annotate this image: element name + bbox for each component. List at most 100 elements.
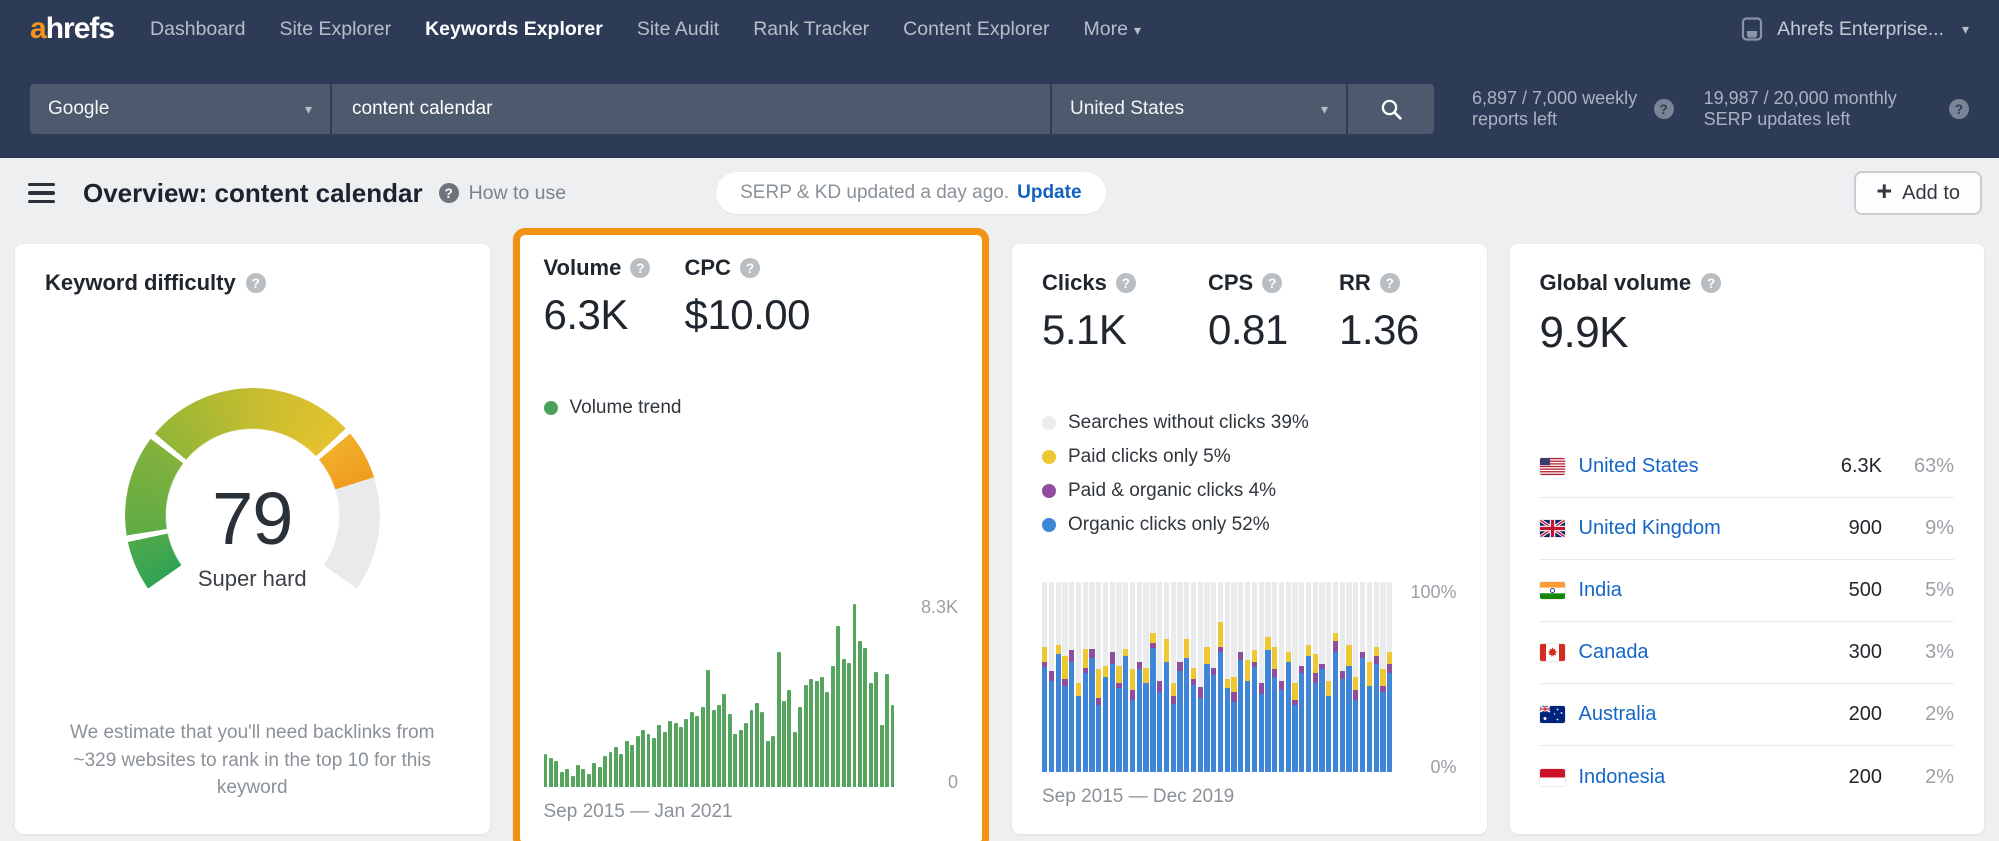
- country-share: 2%: [1925, 703, 1954, 725]
- volume-bar: [760, 711, 765, 787]
- ca-flag-icon: [1538, 643, 1566, 662]
- clicks-bar: [1129, 582, 1136, 772]
- country-link[interactable]: Canada: [1578, 641, 1649, 663]
- clicks-bar: [1353, 582, 1359, 772]
- help-icon[interactable]: ?: [1701, 273, 1722, 293]
- volume-bar: [679, 727, 683, 787]
- volume-bar: [570, 775, 575, 787]
- country-volume: 300: [1848, 641, 1882, 663]
- gb-flag-icon: [1538, 519, 1566, 538]
- country-share: 3%: [1925, 641, 1954, 663]
- clicks-bar: [1197, 582, 1203, 772]
- help-icon[interactable]: ?: [630, 258, 651, 278]
- help-icon[interactable]: ?: [739, 258, 760, 278]
- volume-bar: [554, 760, 559, 787]
- volume-bar: [874, 672, 879, 787]
- clicks-bar: [1211, 582, 1217, 772]
- account-menu[interactable]: Ahrefs Enterprise... ▾: [1739, 16, 1969, 42]
- nav-keywords-explorer[interactable]: Keywords Explorer: [425, 17, 603, 40]
- chevron-down-icon: ▾: [1961, 20, 1969, 37]
- help-icon[interactable]: ?: [1262, 273, 1283, 293]
- table-row: United States 6.3K 63%: [1538, 436, 1954, 498]
- clicks-bar: [1096, 582, 1102, 772]
- help-icon[interactable]: ?: [245, 273, 266, 293]
- volume-bar: [548, 758, 553, 787]
- help-icon[interactable]: ?: [1115, 273, 1136, 293]
- volume-bar: [744, 722, 749, 787]
- nav-dashboard[interactable]: Dashboard: [150, 17, 246, 40]
- nav-more[interactable]: More ▾: [1083, 17, 1141, 40]
- clicks-bar: [1048, 582, 1055, 772]
- volume-bar: [733, 733, 738, 787]
- country-share: 2%: [1925, 765, 1954, 788]
- nav-rank-tracker[interactable]: Rank Tracker: [753, 17, 870, 40]
- clicks-bar: [1292, 582, 1298, 772]
- nav-content-explorer[interactable]: Content Explorer: [903, 17, 1050, 40]
- volume-bar: [722, 694, 727, 787]
- how-to-use-link[interactable]: How to use: [468, 181, 567, 204]
- volume-bar: [684, 718, 689, 787]
- volume-bar: [852, 603, 857, 787]
- clicks-bar: [1224, 582, 1230, 772]
- volume-bar: [776, 652, 781, 787]
- nav-site-explorer[interactable]: Site Explorer: [279, 17, 392, 40]
- country-link[interactable]: Australia: [1578, 703, 1657, 725]
- main-nav: ahrefs Dashboard Site Explorer Keywords …: [0, 0, 1999, 58]
- country-link[interactable]: India: [1578, 579, 1622, 601]
- volume-bar: [559, 771, 564, 787]
- volume-bar: [798, 707, 803, 787]
- volume-chart-date-range: Sep 2015 — Jan 2021: [543, 801, 733, 822]
- nav-site-audit[interactable]: Site Audit: [636, 17, 720, 40]
- clicks-bar: [1150, 582, 1156, 772]
- volume-bar: [717, 705, 721, 787]
- ahrefs-logo[interactable]: ahrefs: [30, 12, 115, 46]
- help-icon[interactable]: ?: [438, 183, 459, 203]
- volume-bar: [597, 767, 602, 787]
- country-link[interactable]: United Kingdom: [1578, 517, 1721, 539]
- volume-bar: [727, 714, 732, 787]
- search-controls: Google▾ United States▾: [30, 84, 1434, 134]
- logo-rest: hrefs: [45, 12, 115, 45]
- table-row: Canada 300 3%: [1538, 622, 1954, 684]
- id-flag-icon: [1538, 767, 1566, 787]
- help-icon[interactable]: ?: [1949, 99, 1969, 119]
- volume-bar: [662, 731, 667, 787]
- clicks-bar: [1069, 582, 1075, 772]
- volume-trend-dot: [543, 401, 558, 415]
- page-header: Overview: content calendar ? How to use …: [0, 158, 1999, 228]
- clicks-bar: [1251, 582, 1257, 772]
- volume-bar: [782, 700, 786, 787]
- volume-bar: [706, 669, 711, 787]
- cps-metric: CPS? 0.81: [1208, 270, 1339, 354]
- menu-icon[interactable]: [28, 182, 55, 204]
- search-button[interactable]: [1348, 84, 1434, 134]
- volume-bar: [711, 709, 716, 787]
- country-select[interactable]: United States ▾: [1052, 84, 1346, 134]
- us-flag-icon: [1538, 457, 1566, 476]
- keyword-search-input[interactable]: [332, 84, 1050, 134]
- country-link[interactable]: Indonesia: [1578, 765, 1666, 788]
- volume-bar: [576, 764, 580, 787]
- logo-a: a: [30, 12, 47, 45]
- workspace-icon: [1741, 17, 1763, 41]
- difficulty-score: 79: [212, 477, 293, 560]
- help-icon[interactable]: ?: [1653, 99, 1674, 119]
- clicks-bar: [1339, 582, 1345, 772]
- update-status-pill: SERP & KD updated a day ago. Update: [716, 172, 1106, 214]
- volume-value: 6.3K: [543, 291, 629, 338]
- nav-items: Dashboard Site Explorer Keywords Explore…: [150, 18, 1739, 41]
- global-volume-value: 9.9K: [1539, 308, 1629, 357]
- update-link[interactable]: Update: [1017, 182, 1082, 203]
- metric-cards: Keyword difficulty ? 79 Super hard We es…: [15, 228, 1984, 841]
- country-link[interactable]: United States: [1578, 455, 1699, 477]
- search-engine-select[interactable]: Google ▾: [30, 84, 330, 134]
- volume-bar: [803, 685, 808, 787]
- clicks-bar: [1177, 582, 1183, 772]
- table-row: Indonesia 200 2%: [1538, 746, 1954, 808]
- clicks-bar: [1157, 582, 1163, 772]
- serp-updates-quota: 19,987 / 20,000 monthly SERP updates lef…: [1704, 88, 1969, 130]
- clicks-chart-bars: [1042, 582, 1393, 772]
- add-to-button[interactable]: + Add to: [1854, 171, 1982, 215]
- help-icon[interactable]: ?: [1379, 273, 1400, 293]
- volume-bar: [890, 705, 895, 787]
